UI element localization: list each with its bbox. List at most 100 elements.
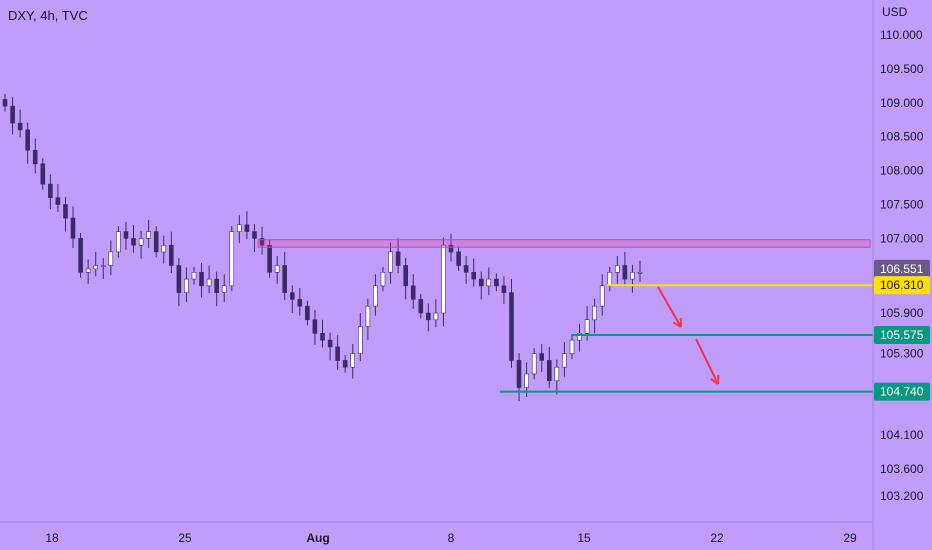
candle-body	[418, 299, 424, 314]
candle	[569, 334, 575, 360]
candle-body	[456, 251, 461, 266]
candle	[531, 348, 537, 380]
candle	[78, 233, 83, 278]
candle	[297, 287, 303, 316]
resistance-zone[interactable]	[257, 239, 871, 248]
candle	[229, 226, 235, 292]
candle-body	[40, 163, 46, 185]
candle	[380, 266, 386, 292]
candle	[146, 220, 151, 248]
candle	[25, 122, 31, 164]
candle	[93, 251, 98, 277]
candle-body	[108, 251, 114, 266]
candle-body	[116, 231, 121, 253]
candle	[305, 300, 310, 326]
candle	[55, 184, 61, 212]
level-badge-green-2: 104.740	[874, 382, 930, 401]
candle	[516, 353, 522, 402]
candle	[637, 260, 643, 282]
candle	[441, 237, 446, 327]
candle	[169, 231, 174, 273]
y-tick-label: 107.500	[880, 198, 924, 212]
candle	[2, 94, 8, 112]
candle-body	[312, 319, 318, 334]
candle-body	[494, 278, 499, 287]
candle	[116, 226, 121, 258]
candle-body	[320, 332, 325, 341]
candle-body	[380, 271, 386, 287]
candle-body	[622, 265, 628, 280]
candle-body	[327, 339, 333, 348]
candle	[388, 242, 393, 284]
candle	[40, 158, 46, 190]
candle	[206, 265, 212, 294]
candle	[546, 346, 552, 389]
candle-body	[335, 346, 340, 361]
candle-body	[55, 197, 61, 205]
price-axis[interactable]: 110.000 109.500 109.000 108.500 108.000 107.5…	[880, 28, 924, 503]
candle-body	[146, 231, 151, 239]
badge-label: 106.551	[880, 262, 924, 276]
y-tick-label: 105.300	[880, 347, 924, 361]
candle	[108, 240, 114, 275]
candle	[577, 323, 582, 352]
candle-body	[48, 183, 53, 199]
candle	[101, 258, 106, 280]
candle	[17, 109, 23, 138]
candle	[153, 226, 159, 258]
candle-body	[274, 265, 280, 273]
candle-body	[70, 217, 76, 239]
candle-body	[123, 231, 129, 239]
candle	[320, 319, 325, 348]
candle	[630, 264, 635, 293]
candle	[592, 298, 597, 334]
candle-body	[350, 353, 356, 368]
candle-body	[569, 339, 575, 355]
time-axis[interactable]: 18 25 Aug 8 15 22 29	[45, 531, 857, 545]
candle-body	[78, 238, 83, 273]
candle	[48, 174, 53, 210]
overlays-layer	[257, 239, 873, 393]
candle-body	[153, 231, 159, 253]
candle-body	[2, 99, 8, 107]
candle	[554, 359, 560, 395]
arrow-down-icon	[657, 286, 682, 328]
candle-body	[63, 204, 68, 219]
candle-body	[577, 332, 582, 341]
candle-body	[463, 265, 469, 273]
candle-body	[259, 238, 265, 246]
candle-body	[630, 271, 635, 280]
candles-layer	[2, 94, 643, 402]
candle-body	[607, 271, 613, 287]
candle	[327, 332, 333, 361]
candle-body	[267, 244, 272, 273]
candle	[357, 313, 363, 362]
y-tick-label: 104.100	[880, 428, 924, 442]
candle-body	[373, 285, 378, 307]
candle-body	[584, 319, 590, 334]
candle	[123, 222, 129, 250]
y-tick-label: 110.000	[880, 28, 923, 42]
candle-body	[395, 251, 401, 266]
candle	[161, 235, 167, 264]
candle-body	[524, 373, 529, 388]
x-tick-label: 15	[577, 531, 591, 545]
candle-body	[184, 278, 189, 294]
candle-body	[410, 285, 416, 300]
candle-body	[433, 312, 439, 321]
candle	[463, 256, 469, 284]
candle	[494, 273, 499, 292]
candle-body	[282, 265, 288, 293]
x-tick-label: 22	[710, 531, 724, 545]
candle-body	[637, 271, 643, 274]
x-tick-label: 25	[178, 531, 192, 545]
candle	[622, 251, 628, 287]
candle	[471, 258, 477, 287]
candle-body	[342, 360, 348, 368]
candle-body	[176, 265, 182, 293]
y-tick-label: 108.000	[880, 164, 924, 178]
candle-body	[131, 238, 136, 246]
candle	[342, 355, 348, 373]
